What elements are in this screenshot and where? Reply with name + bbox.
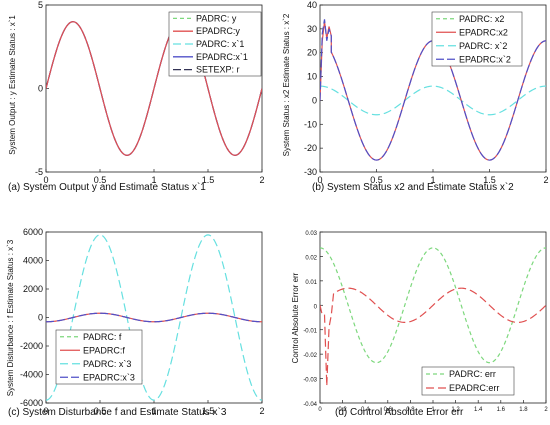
panel-caption: (a) System Output y and Estimate Status …: [8, 181, 206, 193]
y-tick-label: 0: [38, 84, 43, 94]
x-tick-label: 2: [544, 407, 548, 413]
y-tick-label: -10: [304, 119, 317, 129]
y-tick-label: 30: [307, 24, 317, 34]
legend-label: EPADRC:f: [83, 345, 125, 355]
x-tick-label: 1.2: [451, 407, 460, 413]
legend-label: EPADRC:x`3: [83, 372, 135, 382]
legend-label: SETEXP: r: [196, 65, 240, 75]
series-line-0: [46, 234, 262, 401]
y-axis-title: Control Absolute Error err: [291, 272, 300, 363]
x-tick-label: 1.4: [474, 407, 483, 413]
x-tick-label: 1: [151, 406, 156, 416]
x-tick-label: 1.5: [202, 175, 215, 185]
y-tick-label: -0.04: [303, 402, 317, 408]
x-tick-label: 1.6: [497, 407, 506, 413]
x-tick-label: 0.5: [94, 406, 107, 416]
x-tick-label: 0.4: [361, 407, 370, 413]
x-tick-label: 1.8: [519, 407, 528, 413]
x-tick-label: 0: [43, 175, 48, 185]
legend-label: EPADRC:x`1: [196, 52, 248, 62]
legend-label: PADRC: f: [83, 332, 122, 342]
x-tick-label: 1.5: [483, 175, 496, 185]
x-tick-label: 0: [318, 407, 322, 413]
y-tick-label: 0.03: [305, 231, 317, 237]
legend: PADRC: y EPADRC:y PADRC: x`1 EPADRC:x`1 SETE…: [168, 11, 262, 77]
y-axis-title: System Status : x2 Estimate Status : x`2: [282, 13, 291, 156]
panel-caption: (b) System Status x2 and Estimate Status…: [312, 181, 514, 193]
series-line-1: [46, 312, 262, 323]
x-tick-label: 1.5: [202, 406, 215, 416]
legend-label: PADRC: y: [196, 13, 237, 23]
x-tick-label: 0: [43, 406, 48, 416]
x-tick-label: 0.2: [338, 407, 347, 413]
y-axis-title: System Disturbance : f Estimate Status :…: [6, 239, 15, 396]
series-line-2: [46, 21, 262, 156]
y-tick-label: 0.01: [305, 280, 317, 286]
y-tick-label: -0.03: [303, 378, 317, 384]
y-tick-label: -5: [35, 167, 43, 177]
panel-c: 0 0.5 1 1.5 2 6000 4000 2000 0 -2000 -4000 -6000 PAD…: [6, 227, 265, 418]
y-tick-label: -0.01: [303, 329, 317, 335]
y-tick-label: 6000: [23, 227, 43, 237]
legend-label: PADRC: err: [449, 369, 496, 379]
x-tick-label: 1: [431, 407, 435, 413]
panel-d: 0 0.2 0.4 0.6 0.8 1 1.2 1.4 1.6 1.8 2 0.03 0.02 0.01 0…: [291, 231, 548, 418]
y-tick-label: 0: [312, 95, 317, 105]
legend-label: EPADRC:x`2: [459, 54, 511, 64]
legend: PADRC: err EPADRC:err: [421, 366, 515, 396]
x-tick-label: 0.5: [370, 175, 383, 185]
legend-label: PADRC: x`2: [459, 41, 507, 51]
y-tick-label: 0.02: [305, 255, 317, 261]
legend-label: PADRC: x2: [459, 14, 504, 24]
legend-label: EPADRC:x2: [459, 27, 508, 37]
y-tick-label: 40: [307, 0, 317, 10]
panel-b: 0 0.5 1 1.5 2 40 30 20 10 0 -10 -20 -30 PADRC: x2 EPAD…: [282, 0, 549, 193]
y-tick-label: -30: [304, 167, 317, 177]
x-tick-label: 2: [259, 175, 264, 185]
y-tick-label: -2000: [20, 341, 43, 351]
legend-label: PADRC: x`1: [196, 39, 244, 49]
y-tick-label: -0.02: [303, 353, 317, 359]
y-tick-label: 5: [38, 0, 43, 10]
y-tick-label: -6000: [20, 398, 43, 408]
y-tick-label: 2000: [23, 284, 43, 294]
x-tick-label: 1: [151, 175, 156, 185]
y-tick-label: -4000: [20, 370, 43, 380]
legend-label: EPADRC:err: [449, 383, 499, 393]
legend-label: EPADRC:y: [196, 26, 240, 36]
x-tick-label: 2: [543, 175, 548, 185]
x-tick-label: 2: [259, 406, 264, 416]
x-tick-label: 0.6: [384, 407, 393, 413]
y-tick-label: 10: [307, 72, 317, 82]
x-tick-label: 0: [317, 175, 322, 185]
panel-caption: (d) Control Absolute Error err: [335, 407, 464, 418]
y-tick-label: 0: [314, 304, 318, 310]
y-tick-label: -20: [304, 143, 317, 153]
legend: PADRC: x2 EPADRC:x2 PADRC: x`2 EPADRC:x`2: [431, 11, 523, 67]
panel-caption: (c) System Disturbance f and Estimate St…: [8, 406, 227, 418]
y-axis-title: System Output : y Estimate Status : x`1: [8, 15, 17, 155]
x-tick-label: 1: [430, 175, 435, 185]
legend: PADRC: f EPADRC:f PADRC: x`3 EPADRC:x`3: [55, 329, 143, 385]
x-tick-label: 0.5: [94, 175, 107, 185]
series-line-0: [320, 85, 546, 116]
y-tick-label: 20: [307, 48, 317, 58]
legend-label: PADRC: x`3: [83, 359, 131, 369]
series-line-2: [46, 312, 262, 323]
series-line-1: [320, 287, 546, 386]
y-tick-label: 0: [38, 313, 43, 323]
x-tick-label: 0.8: [406, 407, 415, 413]
y-tick-label: 4000: [23, 256, 43, 266]
